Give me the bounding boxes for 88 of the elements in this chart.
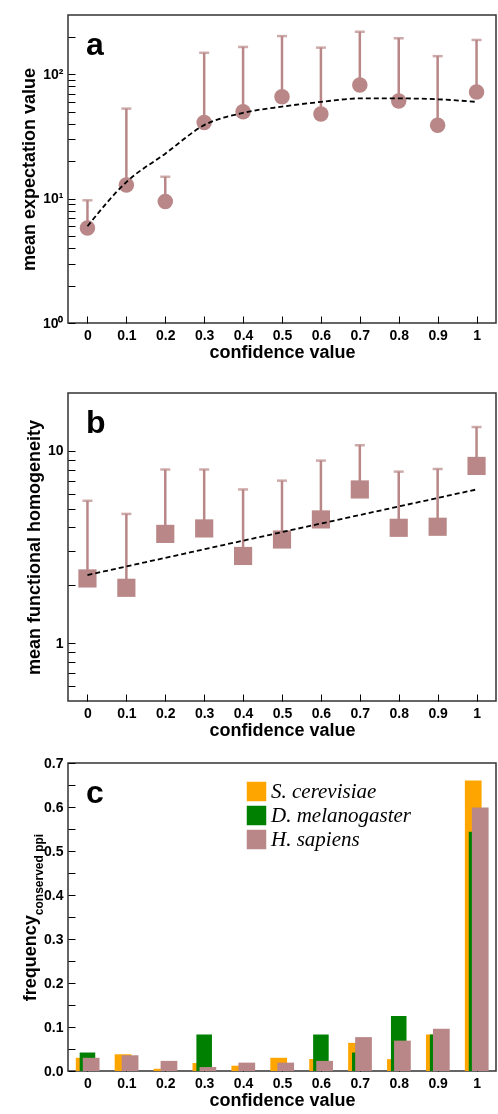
point xyxy=(468,84,485,100)
x-tick-label: 1 xyxy=(473,704,482,721)
x-tick-label: 0.3 xyxy=(194,326,215,343)
x-tick-label: 0.2 xyxy=(156,1074,176,1091)
legend-label: D. melanogaster xyxy=(270,802,412,827)
y-tick-label: 10⁰ xyxy=(42,314,64,331)
x-tick-label: 0.4 xyxy=(233,326,254,343)
x-tick-label: 0.9 xyxy=(428,326,449,343)
bar xyxy=(432,1028,450,1071)
x-tick-label: 0.1 xyxy=(117,326,137,343)
bar xyxy=(394,1040,411,1071)
x-tick-label: 0.7 xyxy=(350,1074,371,1091)
point xyxy=(79,220,96,236)
x-tick-label: 0 xyxy=(84,326,93,343)
bar xyxy=(121,1055,139,1071)
bar xyxy=(277,1062,295,1071)
point xyxy=(428,517,447,536)
bar xyxy=(316,1060,333,1071)
y-tick-label: 1 xyxy=(55,634,64,651)
x-tick-label: 0.6 xyxy=(311,704,332,721)
point xyxy=(157,193,174,210)
y-tick-label: 10² xyxy=(43,65,64,82)
x-tick-label: 0.6 xyxy=(311,326,332,343)
x-tick-label: 0 xyxy=(84,704,93,721)
x-axis-title: confidence value xyxy=(209,1089,356,1110)
bar xyxy=(471,807,489,1071)
point xyxy=(352,77,368,93)
y-tick-label: 0.1 xyxy=(44,1018,64,1035)
bar xyxy=(196,1034,212,1071)
x-tick-label: 0.6 xyxy=(311,1074,332,1091)
x-tick-label: 0.4 xyxy=(233,1074,254,1091)
point xyxy=(156,524,175,543)
point xyxy=(311,510,330,529)
x-tick-label: 0.9 xyxy=(428,704,449,721)
x-tick-label: 0.2 xyxy=(156,326,176,343)
y-tick-label: 10 xyxy=(47,442,64,459)
point xyxy=(389,518,408,537)
x-tick-label: 1 xyxy=(473,326,482,343)
y-tick-label: 0.6 xyxy=(44,798,64,815)
x-tick-label: 0.4 xyxy=(233,704,254,721)
point xyxy=(234,546,253,566)
point xyxy=(195,519,214,538)
x-axis-title: confidence value xyxy=(209,341,356,362)
y-tick-label: 0.4 xyxy=(44,886,64,903)
point xyxy=(390,93,407,109)
x-tick-label: 0.1 xyxy=(117,704,137,721)
y-axis-title: mean functional homogeneity xyxy=(23,419,44,676)
x-tick-label: 0.1 xyxy=(117,1074,137,1091)
x-tick-label: 0.3 xyxy=(194,704,215,721)
bar xyxy=(355,1037,372,1071)
x-tick-label: 0.3 xyxy=(194,1074,215,1091)
point xyxy=(467,456,486,476)
x-tick-label: 0.8 xyxy=(389,1074,410,1091)
x-tick-label: 0.7 xyxy=(350,326,371,343)
x-tick-label: 0.2 xyxy=(156,704,176,721)
legend-label: S. cerevisiae xyxy=(271,778,377,803)
x-tick-label: 0.9 xyxy=(428,1074,449,1091)
x-tick-label: 0.7 xyxy=(350,704,371,721)
legend-label: H. sapiens xyxy=(270,826,360,851)
y-axis-title: mean expectation value xyxy=(18,67,39,272)
y-tick-label: 0.3 xyxy=(44,930,64,947)
x-tick-label: 0 xyxy=(84,1074,93,1091)
point xyxy=(313,106,329,122)
annotation: a xyxy=(86,26,104,62)
x-axis-title: confidence value xyxy=(209,719,356,740)
x-tick-label: 0.8 xyxy=(389,326,410,343)
point xyxy=(78,569,97,588)
point xyxy=(235,104,251,120)
point xyxy=(274,89,290,105)
bar xyxy=(160,1060,178,1071)
point xyxy=(272,530,292,549)
bar xyxy=(238,1062,256,1071)
annotation: b xyxy=(86,404,106,440)
y-tick-label: 10¹ xyxy=(43,190,64,207)
x-tick-label: 0.5 xyxy=(272,1074,293,1091)
y-tick-label: 0.7 xyxy=(44,754,64,771)
annotation: c xyxy=(86,774,104,810)
x-tick-label: 0.5 xyxy=(272,704,293,721)
x-tick-label: 0.5 xyxy=(272,326,293,343)
x-tick-label: 0.8 xyxy=(389,704,410,721)
point xyxy=(429,117,446,133)
point xyxy=(196,114,212,131)
bar xyxy=(82,1057,100,1071)
point xyxy=(350,480,369,499)
point xyxy=(117,578,136,597)
y-tick-label: 0.0 xyxy=(44,1062,64,1079)
bar xyxy=(199,1067,217,1071)
x-tick-label: 1 xyxy=(473,1074,482,1091)
